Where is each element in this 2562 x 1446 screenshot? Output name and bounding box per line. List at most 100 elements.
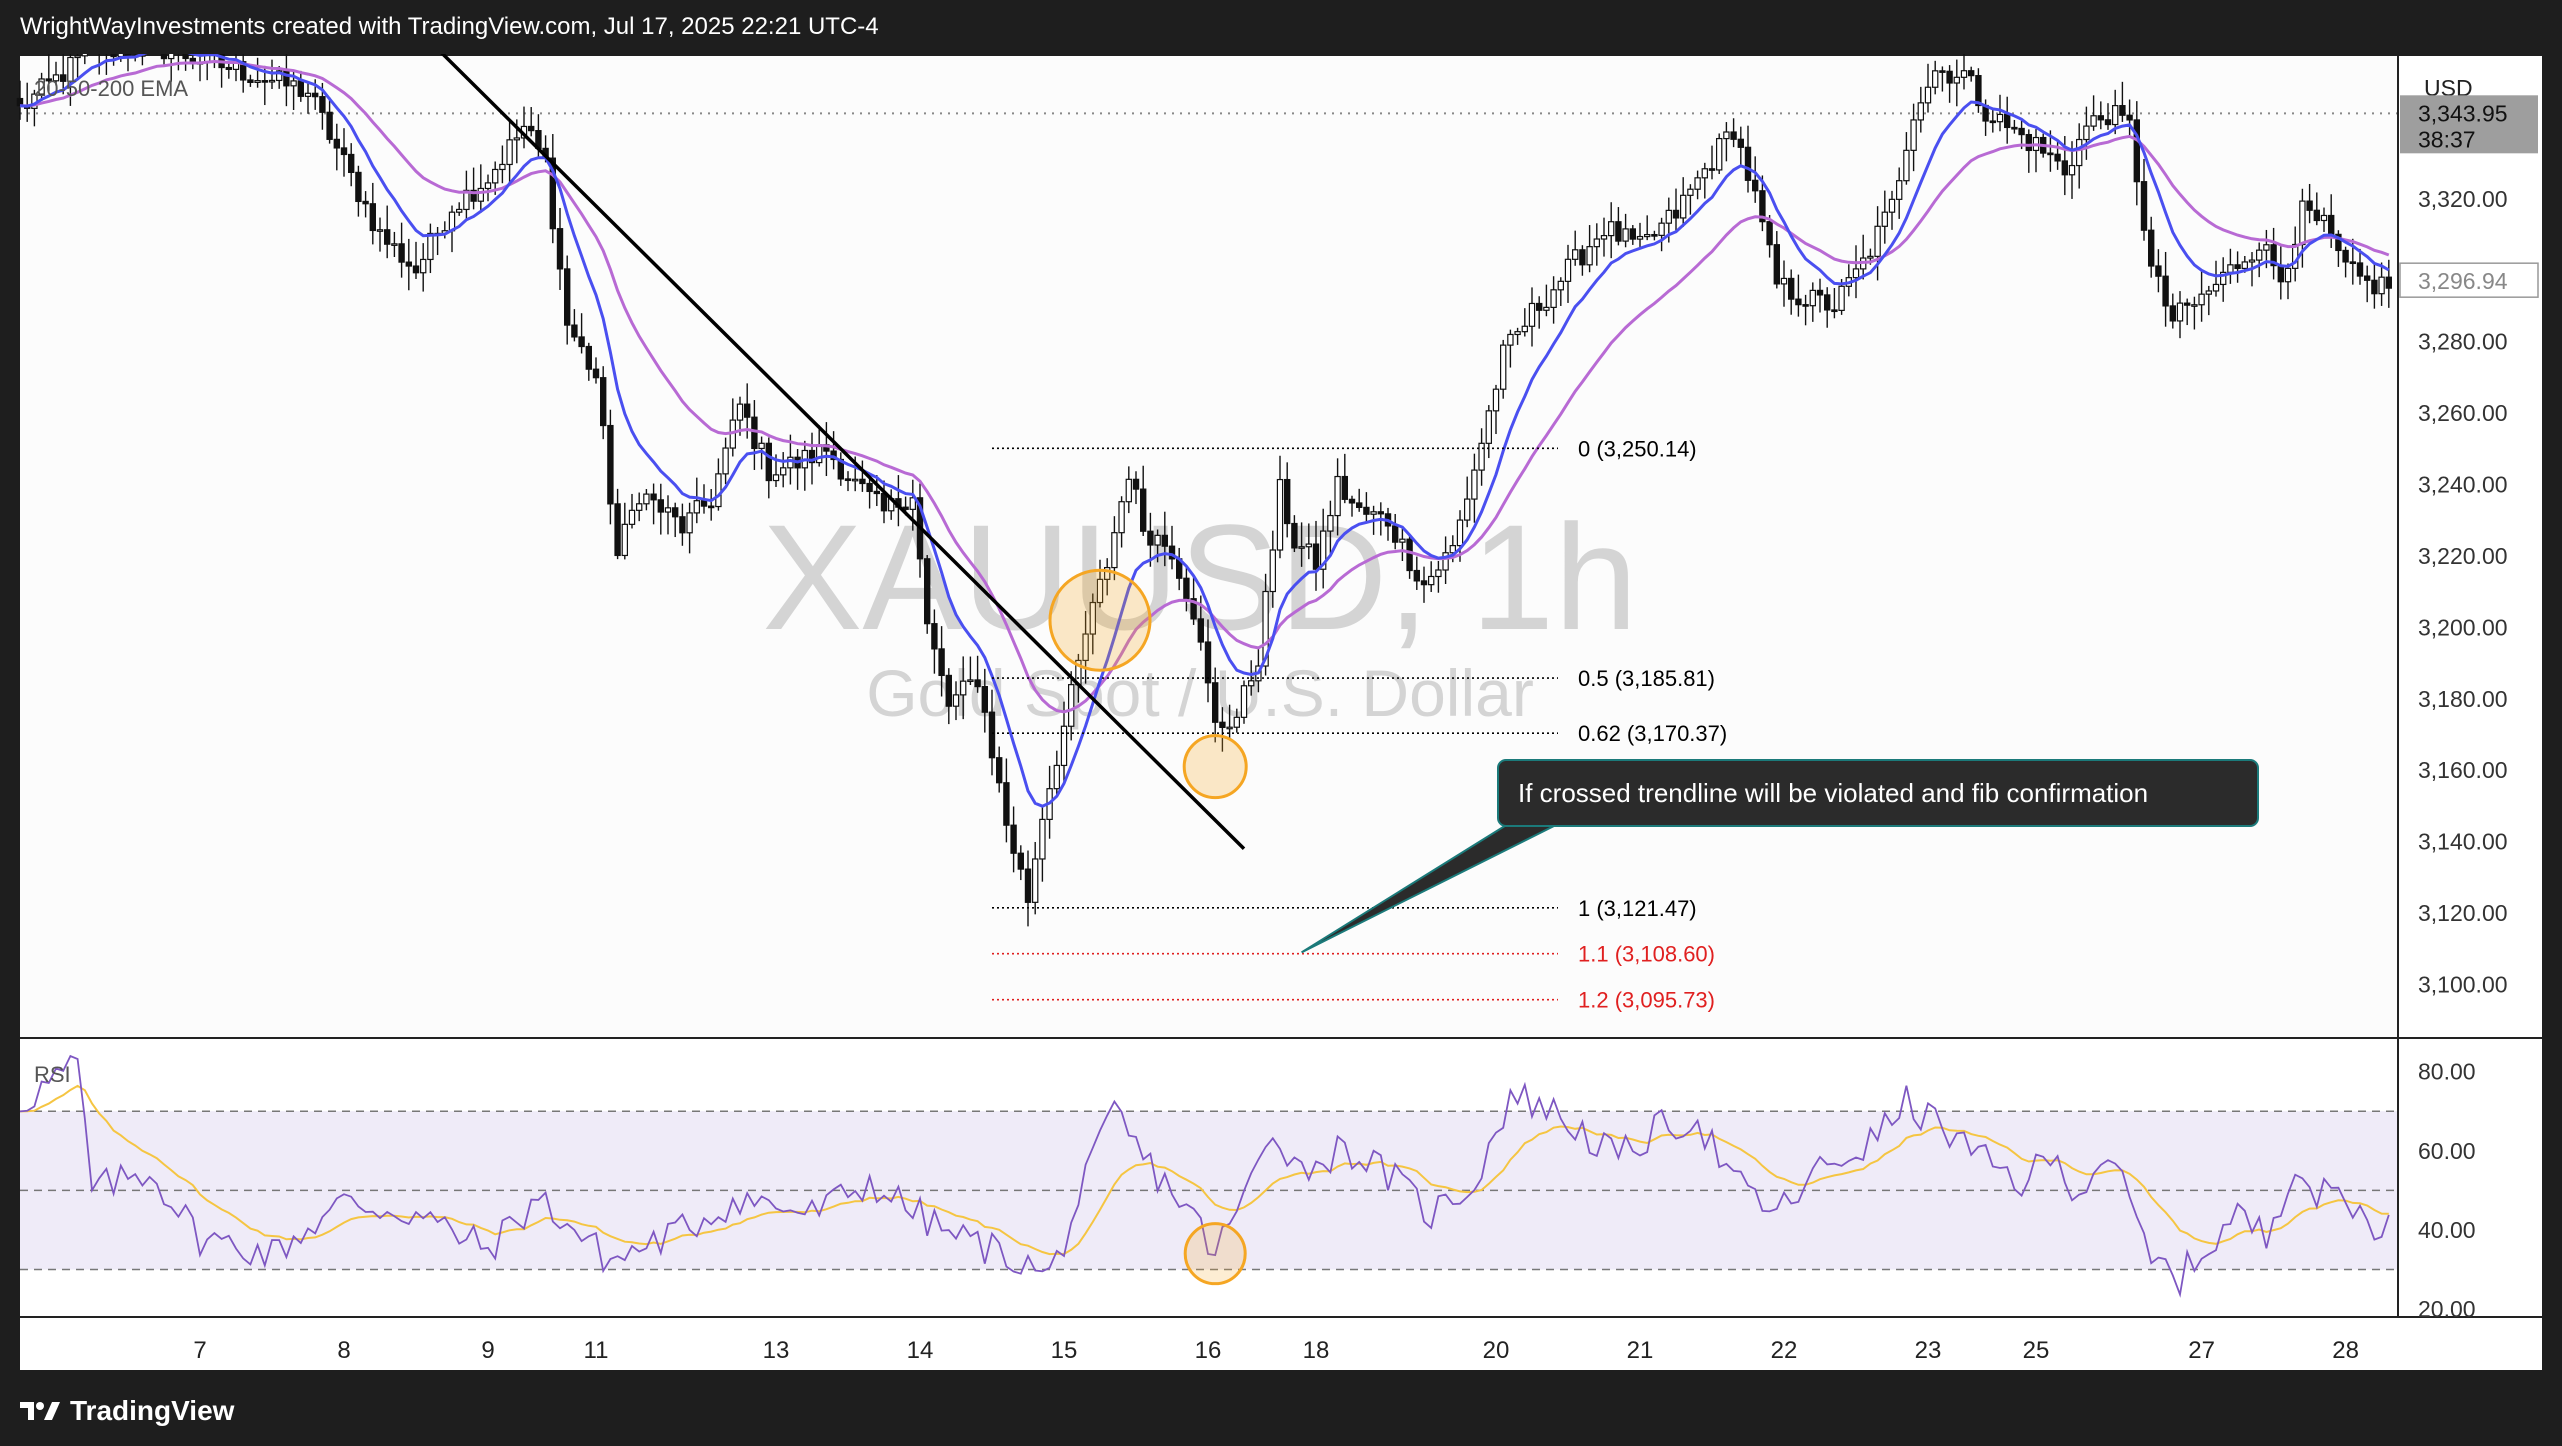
candle[interactable] [959,656,967,720]
candle[interactable] [1715,133,1723,175]
candle[interactable] [391,231,398,257]
candle[interactable] [578,313,585,354]
candle[interactable] [715,458,722,511]
callout-box[interactable] [1497,759,2259,827]
candle[interactable] [2162,251,2169,327]
candle[interactable] [1759,175,1766,232]
candle[interactable] [2371,262,2378,309]
candle[interactable] [643,489,650,511]
candle[interactable] [484,174,492,202]
candle[interactable] [1341,453,1348,504]
candle[interactable] [1089,593,1096,655]
candle[interactable] [463,170,470,220]
candle[interactable] [981,668,989,733]
candle[interactable] [1924,63,1932,113]
secondary-price-tag[interactable] [2399,262,2539,298]
candle[interactable] [1658,217,1665,252]
candle[interactable] [1831,288,1838,319]
candle[interactable] [176,54,181,71]
candle[interactable] [779,452,787,488]
candle[interactable] [2140,158,2148,241]
candle[interactable] [168,54,175,82]
candle[interactable] [1219,707,1226,752]
candle[interactable] [1723,122,1730,162]
candle[interactable] [1967,66,1975,82]
candle[interactable] [74,54,81,78]
candle[interactable] [1399,527,1406,562]
candle[interactable] [1031,841,1039,915]
candle[interactable] [1874,206,1881,281]
candle[interactable] [628,493,636,529]
candle[interactable] [1471,453,1478,523]
candle[interactable] [1780,260,1788,307]
candle[interactable] [2126,99,2133,137]
candle[interactable] [1276,455,1284,559]
candle[interactable] [1636,222,1644,248]
candle[interactable] [1600,217,1608,257]
candle[interactable] [967,656,974,685]
candle[interactable] [124,54,132,72]
candle[interactable] [1787,269,1795,315]
candle[interactable] [1701,162,1708,199]
candle[interactable] [1543,284,1550,317]
candle[interactable] [1672,188,1680,233]
candle[interactable] [2011,119,2018,134]
candle[interactable] [355,165,362,217]
candle[interactable] [614,488,621,560]
candle[interactable] [2083,106,2090,160]
candle[interactable] [1744,125,1752,193]
candle[interactable] [304,82,312,114]
highlight-circle-small[interactable] [1182,734,1248,800]
candle[interactable] [563,255,571,345]
candle[interactable] [938,626,945,697]
candle[interactable] [527,107,535,137]
candle[interactable] [1211,667,1219,743]
candle[interactable] [945,668,953,725]
candle[interactable] [1816,278,1824,313]
candle[interactable] [1463,476,1471,528]
candle[interactable] [470,167,477,210]
candle[interactable] [2112,89,2119,135]
candle[interactable] [1096,559,1104,608]
candle[interactable] [160,54,168,65]
candle[interactable] [2191,296,2198,330]
candle[interactable] [1233,708,1240,733]
candle[interactable] [1960,54,1968,90]
candle[interactable] [97,54,102,75]
candle[interactable] [2385,259,2392,308]
candle[interactable] [1240,680,1248,724]
candle[interactable] [1823,287,1831,328]
candle[interactable] [412,241,420,279]
candle[interactable] [1427,561,1435,592]
candle[interactable] [671,502,679,538]
candle[interactable] [2234,251,2241,283]
candle[interactable] [844,471,852,492]
candle[interactable] [657,483,665,535]
candle[interactable] [2220,257,2227,302]
candle[interactable] [2119,81,2126,122]
candle[interactable] [1953,59,1960,107]
candle[interactable] [1629,225,1636,245]
candle[interactable] [1305,523,1312,560]
candle[interactable] [664,495,672,535]
candle[interactable] [420,243,427,292]
candle[interactable] [1283,462,1291,538]
candle[interactable] [369,182,377,245]
candle[interactable] [621,502,629,560]
candle[interactable] [1521,308,1528,337]
candle[interactable] [1802,294,1809,326]
candle[interactable] [707,489,715,521]
candle[interactable] [376,217,384,252]
candle[interactable] [1507,329,1514,368]
candle[interactable] [1751,156,1759,203]
candle[interactable] [1111,516,1118,581]
candle[interactable] [1737,126,1744,165]
candle[interactable] [859,460,866,492]
candle[interactable] [1514,327,1521,345]
candle[interactable] [333,123,341,171]
candle[interactable] [2306,183,2313,224]
candle[interactable] [1996,94,2004,132]
candle[interactable] [1060,701,1068,783]
candle[interactable] [1643,215,1651,241]
